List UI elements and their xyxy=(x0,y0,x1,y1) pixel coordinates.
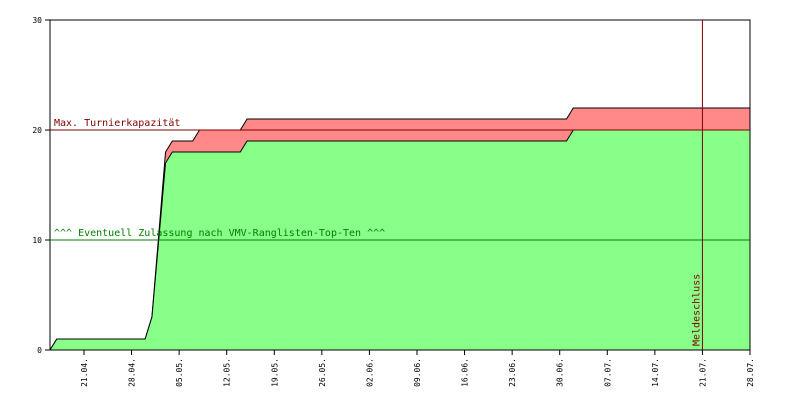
deadline-label: Meldeschluss xyxy=(691,274,702,346)
x-tick-label: 21.07. xyxy=(698,358,707,387)
x-tick-label: 28.04. xyxy=(128,358,137,387)
y-tick-label: 20 xyxy=(32,126,42,135)
x-tick-label: 21.04. xyxy=(80,358,89,387)
y-tick-label: 30 xyxy=(32,16,42,25)
y-tick-label: 10 xyxy=(32,236,42,245)
x-tick-label: 12.05. xyxy=(223,358,232,387)
x-tick-label: 05.05. xyxy=(175,358,184,387)
x-tick-label: 02.06. xyxy=(365,358,374,387)
x-tick-label: 26.05. xyxy=(318,358,327,387)
y-tick-label: 0 xyxy=(37,346,42,355)
x-tick-label: 07.07. xyxy=(603,358,612,387)
area-line xyxy=(49,129,750,351)
x-tick-label: 30.06. xyxy=(556,358,565,387)
x-tick-label: 23.06. xyxy=(508,358,517,387)
reference-label: Max. Turnierkapazität xyxy=(54,118,180,129)
x-tick-label: 09.06. xyxy=(413,358,422,387)
x-tick-label: 16.06. xyxy=(461,358,470,387)
reference-label: ^^^ Eventuell Zulassung nach VMV-Ranglis… xyxy=(54,228,385,239)
x-tick-label: 19.05. xyxy=(270,358,279,387)
x-tick-label: 28.07. xyxy=(746,358,755,387)
plot-frame xyxy=(49,19,751,351)
x-tick-label: 14.07. xyxy=(651,358,660,387)
